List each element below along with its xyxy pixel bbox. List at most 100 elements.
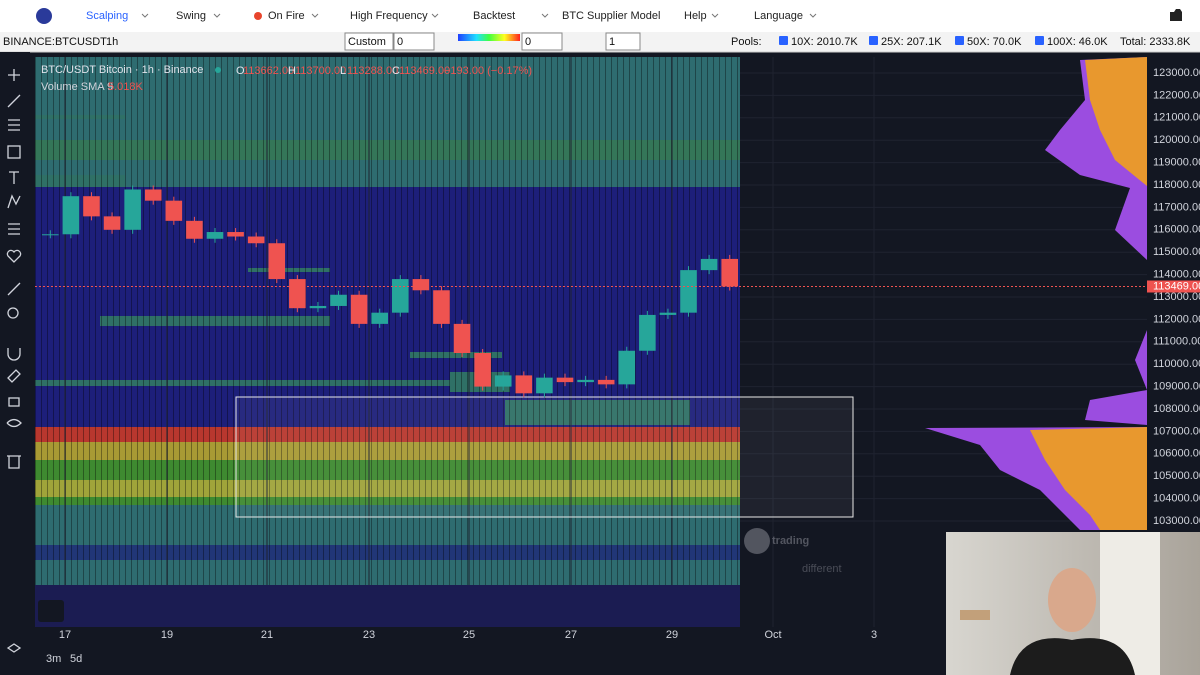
price-tick-label: 120000.00 bbox=[1153, 134, 1200, 146]
toolbar bbox=[0, 32, 1200, 52]
left-toolbar bbox=[0, 52, 30, 675]
chevron bbox=[541, 13, 549, 18]
candle bbox=[42, 234, 59, 236]
candle bbox=[680, 270, 697, 313]
candle bbox=[186, 220, 203, 239]
candle bbox=[494, 375, 512, 387]
candle bbox=[659, 312, 677, 315]
price-tick-label: 110000.00 bbox=[1153, 358, 1200, 370]
candle bbox=[268, 243, 286, 280]
price-tick-label: 106000.00 bbox=[1153, 448, 1200, 460]
logo[interactable] bbox=[36, 8, 52, 24]
price-tick-label: 107000.00 bbox=[1153, 425, 1200, 437]
price-tick-label: 123000.00 bbox=[1153, 67, 1200, 79]
pools-label: Pools: bbox=[731, 36, 762, 48]
price-tick-label: 111000.00 bbox=[1153, 336, 1200, 348]
menu-item[interactable]: High Frequency bbox=[350, 10, 428, 22]
gradient-input bbox=[521, 32, 563, 51]
menu-item[interactable]: BTC Supplier Model bbox=[562, 10, 660, 22]
menu-item[interactable]: Backtest bbox=[473, 10, 515, 22]
ohlc-value: 113469.00 bbox=[399, 65, 450, 77]
ohlc-value: 113288.00 bbox=[347, 65, 398, 77]
status-dot bbox=[215, 67, 221, 73]
gradient-value: 0 bbox=[525, 36, 531, 48]
candle bbox=[124, 189, 141, 230]
bottom-bar bbox=[0, 645, 946, 675]
date-label: 21 bbox=[261, 629, 273, 641]
candle bbox=[556, 377, 574, 383]
candle bbox=[433, 290, 450, 324]
pool: 50X: 70.0K bbox=[967, 36, 1022, 48]
style-select bbox=[344, 32, 394, 51]
menu-item[interactable]: Scalping bbox=[86, 10, 128, 22]
price-tick-label: 113000.00 bbox=[1153, 291, 1200, 303]
candle bbox=[597, 379, 615, 385]
pool: 100X: 46.0K bbox=[1047, 36, 1108, 48]
price-tick-label: 103000.00 bbox=[1153, 515, 1200, 527]
candle bbox=[83, 196, 100, 217]
chevron bbox=[809, 13, 817, 18]
candle bbox=[371, 312, 388, 324]
date-label: 27 bbox=[565, 629, 577, 641]
candle bbox=[639, 314, 656, 351]
chevron bbox=[141, 13, 149, 18]
candle bbox=[515, 375, 533, 394]
change: −193.00 (−0.17%) bbox=[444, 65, 532, 77]
menu-item[interactable]: Language bbox=[754, 10, 803, 22]
selection-box[interactable] bbox=[235, 396, 854, 518]
menu-item[interactable]: Help bbox=[684, 10, 707, 22]
candle bbox=[103, 216, 121, 230]
camera-icon[interactable] bbox=[1170, 9, 1182, 21]
pool: 10X: 2010.7K bbox=[791, 36, 858, 48]
last-price-box bbox=[1147, 280, 1200, 293]
pool-checkbox bbox=[1035, 36, 1044, 45]
pool-checkbox bbox=[779, 36, 788, 45]
pool-checkbox bbox=[955, 36, 964, 45]
fire-icon bbox=[254, 12, 262, 20]
chevron bbox=[213, 13, 221, 18]
candle bbox=[474, 353, 491, 387]
volume-pane bbox=[35, 585, 740, 627]
style-input bbox=[393, 32, 435, 51]
price-tick-label: 114000.00 bbox=[1153, 269, 1200, 281]
candle bbox=[289, 279, 306, 309]
candle bbox=[206, 232, 224, 239]
date-label: 29 bbox=[666, 629, 678, 641]
ohlc-label: O bbox=[236, 65, 245, 77]
price-tick-label: 117000.00 bbox=[1153, 201, 1200, 213]
candle bbox=[62, 196, 80, 235]
watermark: trading bbox=[772, 535, 809, 547]
price-tick-label: 112000.00 bbox=[1153, 313, 1200, 325]
ohlc-value: 113662.00 bbox=[243, 65, 294, 77]
style-value: 0 bbox=[397, 36, 403, 48]
drawing-tools[interactable] bbox=[6, 69, 22, 653]
candle bbox=[700, 258, 718, 271]
price-tick-label: 109000.00 bbox=[1153, 381, 1200, 393]
candle bbox=[453, 323, 471, 353]
menu-item[interactable]: On Fire bbox=[268, 10, 305, 22]
menu-item[interactable]: Swing bbox=[176, 10, 206, 22]
date-label: 23 bbox=[363, 629, 375, 641]
pool-checkbox bbox=[869, 36, 878, 45]
layers: 1 bbox=[609, 36, 615, 48]
candle bbox=[536, 377, 553, 394]
ohlc-label: C bbox=[392, 65, 400, 77]
menu-bar bbox=[0, 0, 1200, 32]
date-label: Oct bbox=[764, 629, 781, 641]
price-tick-label: 119000.00 bbox=[1153, 157, 1200, 169]
price-tick-label: 121000.00 bbox=[1153, 112, 1200, 124]
candle bbox=[330, 294, 347, 306]
candle bbox=[165, 200, 183, 221]
ohlc-label: L bbox=[340, 65, 346, 77]
watermark: different bbox=[802, 563, 842, 575]
price-tick-label: 105000.00 bbox=[1153, 470, 1200, 482]
date-label: 19 bbox=[161, 629, 173, 641]
gradient bbox=[458, 34, 520, 41]
candle bbox=[350, 294, 368, 324]
range-button[interactable]: 5d bbox=[70, 653, 82, 665]
range-button[interactable]: 3m bbox=[46, 653, 61, 665]
symbol: BINANCE:BTCUSDT bbox=[3, 36, 107, 48]
chevron bbox=[311, 13, 319, 18]
